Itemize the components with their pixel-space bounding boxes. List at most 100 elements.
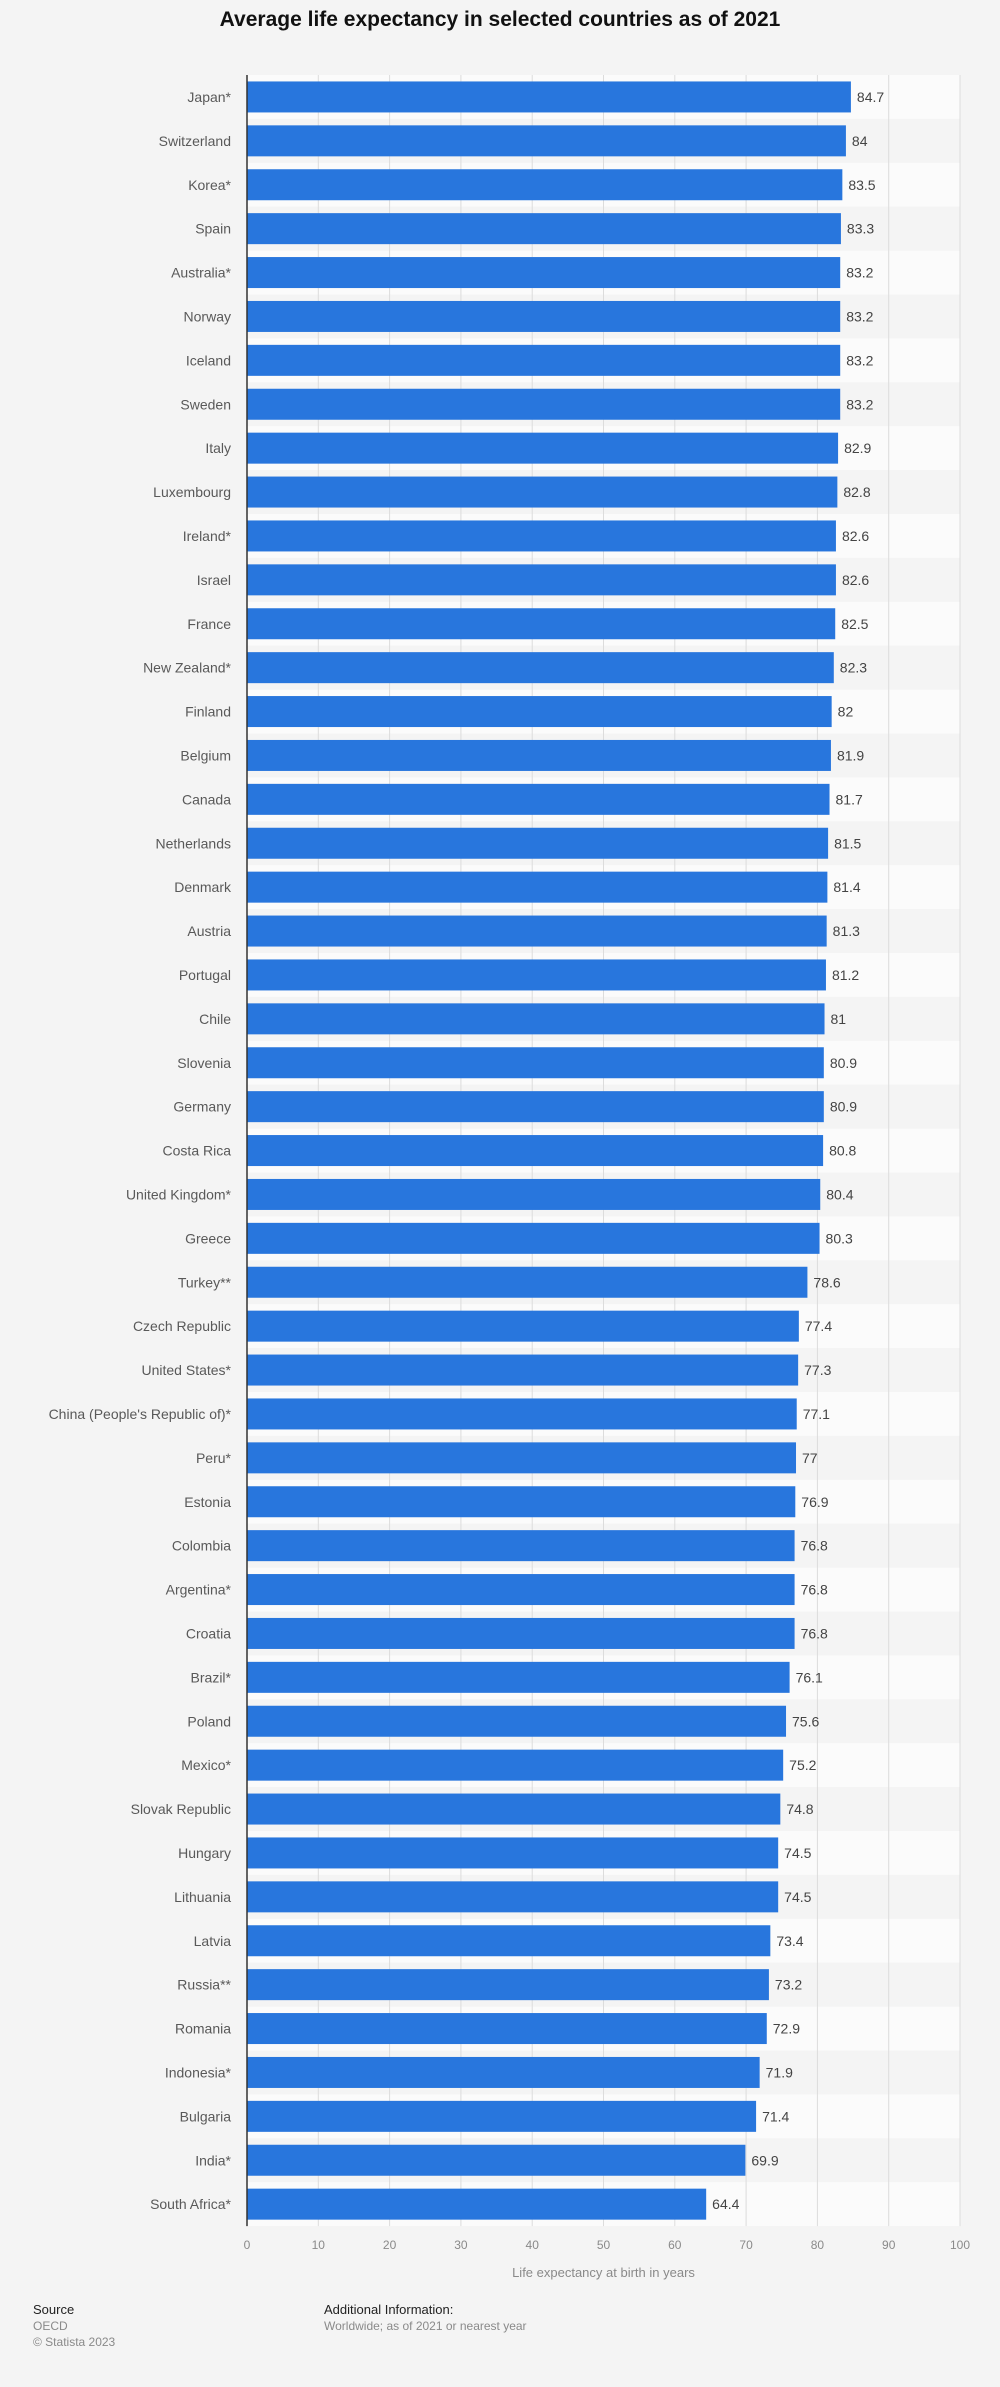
bar	[247, 2188, 707, 2220]
x-axis-title: Life expectancy at birth in years	[512, 2265, 695, 2280]
value-label: 82.3	[840, 660, 867, 676]
x-tick-label: 10	[312, 2238, 326, 2252]
category-label: Korea*	[188, 177, 231, 193]
category-label: France	[187, 616, 231, 632]
value-label: 83.3	[847, 221, 874, 237]
value-label: 72.9	[773, 2021, 800, 2037]
category-label: Ireland*	[183, 528, 232, 544]
value-label: 82.6	[842, 528, 869, 544]
bar	[247, 564, 836, 596]
x-tick-label: 90	[882, 2238, 896, 2252]
bar	[247, 1837, 779, 1869]
bar	[247, 652, 834, 684]
bar	[247, 1486, 796, 1518]
value-label: 76.8	[801, 1625, 828, 1641]
bar	[247, 520, 836, 552]
value-label: 77.3	[804, 1362, 831, 1378]
x-tick-label: 70	[739, 2238, 753, 2252]
additional-info-text: Worldwide; as of 2021 or nearest year	[324, 2319, 527, 2333]
bar	[247, 1047, 824, 1079]
bar	[247, 1135, 824, 1167]
value-label: 82.8	[843, 484, 870, 500]
category-label: New Zealand*	[143, 660, 231, 676]
category-label: Slovak Republic	[131, 1801, 231, 1817]
bar	[247, 827, 829, 859]
value-label: 81.4	[833, 879, 860, 895]
value-label: 83.2	[846, 352, 873, 368]
value-label: 80.9	[830, 1055, 857, 1071]
bar	[247, 476, 838, 508]
category-label: Finland	[185, 704, 231, 720]
category-label: Italy	[205, 440, 231, 456]
bar	[247, 1969, 769, 2001]
bar	[247, 125, 846, 157]
category-label: Spain	[195, 221, 231, 237]
category-label: Greece	[185, 1230, 231, 1246]
value-label: 74.8	[786, 1801, 813, 1817]
value-label: 69.9	[751, 2152, 778, 2168]
category-label: Estonia	[184, 1494, 231, 1510]
bar	[247, 739, 831, 771]
bar	[247, 1222, 820, 1254]
value-label: 76.8	[801, 1582, 828, 1598]
x-tick-label: 0	[244, 2238, 251, 2252]
x-axis-ticks: 0 10 20 30 40 50 60 70 80 90 100	[244, 2238, 971, 2252]
category-label: Portugal	[179, 967, 231, 983]
bar	[247, 1442, 797, 1474]
value-label: 81	[831, 1011, 847, 1027]
value-label: 73.2	[775, 1977, 802, 1993]
bar	[247, 300, 841, 332]
category-label: Japan*	[187, 89, 231, 105]
category-label: Netherlands	[156, 835, 232, 851]
bar	[247, 1178, 821, 1210]
category-label: Croatia	[186, 1625, 231, 1641]
category-label: Russia**	[177, 1977, 231, 1993]
category-label: Denmark	[174, 879, 232, 895]
bar	[247, 1661, 790, 1693]
value-label: 83.2	[846, 265, 873, 281]
value-label: 71.9	[766, 2064, 793, 2080]
bar	[247, 783, 830, 815]
category-label: Latvia	[194, 1933, 232, 1949]
bar	[247, 1530, 795, 1562]
value-label: 77.1	[803, 1406, 830, 1422]
bar	[247, 1925, 771, 1957]
bars	[247, 81, 851, 2220]
x-tick-label: 80	[811, 2238, 825, 2252]
value-label: 81.5	[834, 835, 861, 851]
category-label: Germany	[173, 1099, 231, 1115]
value-label: 84	[852, 133, 868, 149]
category-label: Sweden	[180, 396, 231, 412]
bar-chart: Japan* Switzerland Korea* Spain Australia* No…	[49, 75, 971, 2280]
bar	[247, 1574, 795, 1606]
bar	[247, 1398, 797, 1430]
value-label: 75.2	[789, 1757, 816, 1773]
bar	[247, 169, 843, 201]
value-label: 76.1	[796, 1669, 823, 1685]
bar	[247, 1705, 787, 1737]
category-label: Peru*	[196, 1450, 232, 1466]
x-tick-label: 100	[950, 2238, 970, 2252]
x-tick-label: 30	[454, 2238, 468, 2252]
source-name[interactable]: OECD	[33, 2319, 68, 2333]
bar	[247, 432, 839, 464]
category-label: Colombia	[172, 1538, 231, 1554]
category-label: Romania	[175, 2021, 231, 2037]
category-label: United States*	[142, 1362, 232, 1378]
bar	[247, 1310, 799, 1342]
category-label: Norway	[184, 308, 231, 324]
bar	[247, 959, 826, 991]
additional-info-block: Additional Information: Worldwide; as of…	[324, 2302, 527, 2334]
bar	[247, 1749, 784, 1781]
copyright-text: © Statista 2023	[33, 2335, 116, 2349]
bar	[247, 1881, 779, 1913]
category-label: Indonesia*	[165, 2064, 232, 2080]
category-label: Switzerland	[159, 133, 231, 149]
value-label: 81.7	[836, 791, 863, 807]
bar	[247, 696, 832, 728]
category-label: Turkey**	[178, 1274, 232, 1290]
category-label: Belgium	[180, 747, 231, 763]
x-tick-label: 50	[597, 2238, 611, 2252]
value-label: 83.5	[848, 177, 875, 193]
value-label: 82.9	[844, 440, 871, 456]
